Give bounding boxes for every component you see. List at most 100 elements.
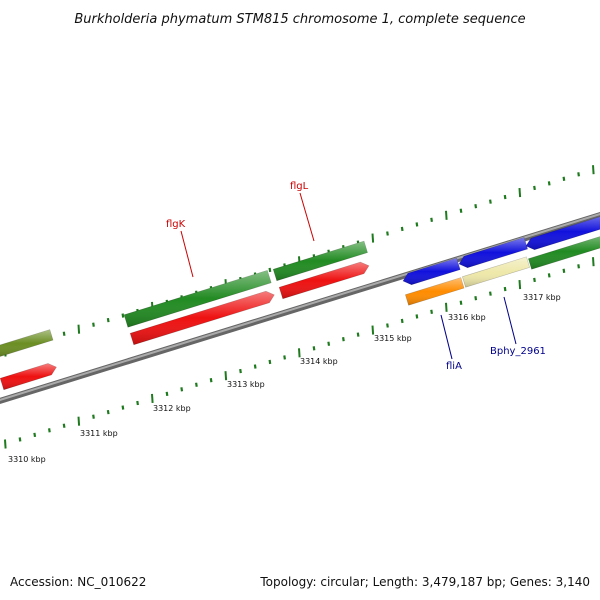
inner-tick-20 (298, 348, 301, 358)
outer-tick-6 (92, 322, 95, 327)
label-leader-line (180, 230, 194, 278)
scale-label: 3313 kbp (227, 380, 265, 389)
outer-tick-33 (489, 199, 492, 204)
outer-tick-27 (400, 226, 404, 232)
gene-green-right (528, 236, 600, 270)
scale-label: 3312 kbp (153, 404, 191, 413)
inner-tick-24 (356, 332, 360, 337)
inner-tick-8 (121, 405, 125, 410)
inner-tick-16 (239, 368, 242, 374)
gene-features (0, 216, 600, 391)
inner-tick-17 (253, 364, 257, 369)
inner-tick-34 (503, 286, 507, 292)
outer-tick-30 (445, 210, 448, 220)
inner-tick-19 (283, 355, 286, 360)
inner-tick-0 (4, 439, 7, 449)
outer-tick-marks (4, 165, 595, 357)
inner-tick-28 (415, 314, 419, 319)
gene-label: Bphy_2961 (490, 346, 546, 357)
map-title: Burkholderia phymatum STM815 chromosome … (74, 12, 525, 27)
gene-blue-2 (458, 237, 528, 269)
inner-tick-22 (327, 341, 331, 346)
gene-labels: flgK flgL fliA Bphy_2961 (166, 181, 546, 372)
inner-tick-29 (430, 309, 433, 315)
outer-tick-5 (77, 324, 81, 334)
gene-red-left (0, 363, 57, 391)
gene-flgk-red (129, 290, 275, 346)
summary-text: Topology: circular; Length: 3,479,187 bp… (259, 575, 590, 589)
outer-tick-36 (533, 185, 536, 191)
scale-label: 3310 kbp (8, 455, 46, 464)
inner-tick-23 (342, 337, 345, 342)
outer-tick-37 (547, 181, 551, 186)
inner-tick-15 (224, 371, 228, 381)
outer-tick-39 (577, 172, 580, 177)
inner-tick-3 (48, 428, 51, 433)
outer-tick-32 (474, 204, 478, 209)
inner-tick-36 (533, 277, 536, 283)
scale-label: 3315 kbp (374, 334, 412, 343)
inner-tick-marks (4, 257, 595, 449)
inner-tick-12 (180, 387, 184, 392)
inner-tick-35 (518, 279, 522, 290)
gene-flia (405, 277, 465, 306)
inner-tick-14 (209, 378, 213, 383)
scale-label: 3317 kbp (523, 293, 561, 302)
gene-olive (0, 329, 54, 357)
outer-tick-35 (518, 187, 522, 198)
outer-tick-18 (268, 267, 272, 273)
gene-label: flgK (166, 219, 186, 230)
inner-tick-30 (445, 302, 448, 312)
scale-label: 3311 kbp (80, 429, 118, 438)
gene-blue-3 (525, 216, 600, 251)
inner-tick-21 (312, 346, 316, 351)
inner-tick-5 (77, 416, 81, 426)
inner-tick-2 (33, 432, 37, 438)
gene-bphy-2961 (462, 256, 530, 288)
outer-tick-38 (562, 176, 566, 181)
outer-tick-29 (430, 217, 433, 223)
outer-tick-25 (371, 233, 375, 243)
outer-tick-40 (592, 165, 595, 175)
scale-label: 3316 kbp (448, 313, 486, 322)
inner-tick-26 (386, 323, 389, 328)
inner-tick-31 (459, 300, 463, 305)
gene-label: fliA (446, 361, 462, 372)
label-leader-line (299, 192, 315, 242)
inner-tick-18 (268, 359, 272, 365)
outer-tick-28 (415, 222, 419, 227)
outer-tick-31 (459, 208, 463, 213)
scale-label: 3314 kbp (300, 357, 338, 366)
accession-text: Accession: NC_010622 (10, 575, 146, 589)
gene-flgl-red (278, 261, 370, 300)
inner-tick-33 (489, 291, 492, 296)
inner-tick-7 (106, 409, 110, 415)
inner-tick-25 (371, 325, 375, 335)
label-leader-line (503, 296, 517, 345)
outer-tick-7 (106, 317, 110, 323)
gene-label: flgL (290, 181, 309, 192)
inner-tick-40 (592, 257, 595, 267)
inner-tick-1 (18, 437, 22, 442)
outer-tick-4 (62, 331, 66, 336)
inner-tick-11 (165, 391, 169, 397)
inner-tick-39 (577, 264, 580, 269)
inner-tick-32 (474, 296, 478, 301)
inner-tick-38 (562, 268, 566, 273)
inner-tick-10 (151, 393, 154, 403)
outer-tick-8 (121, 313, 125, 318)
inner-tick-9 (136, 400, 139, 406)
outer-tick-34 (503, 194, 507, 200)
inner-tick-37 (547, 273, 551, 278)
inner-tick-13 (195, 382, 198, 387)
gene-flgk-green (123, 270, 272, 328)
label-leader-line (440, 314, 453, 360)
gene-flgl-green (272, 240, 368, 282)
outer-tick-26 (386, 231, 389, 236)
inner-tick-6 (92, 414, 95, 419)
gene-blue-1 (402, 257, 461, 286)
inner-tick-4 (62, 423, 66, 428)
backbone-line (0, 211, 600, 405)
scale-labels: 3310 kbp 3311 kbp 3312 kbp 3313 kbp 3314 kbp… (8, 293, 561, 464)
